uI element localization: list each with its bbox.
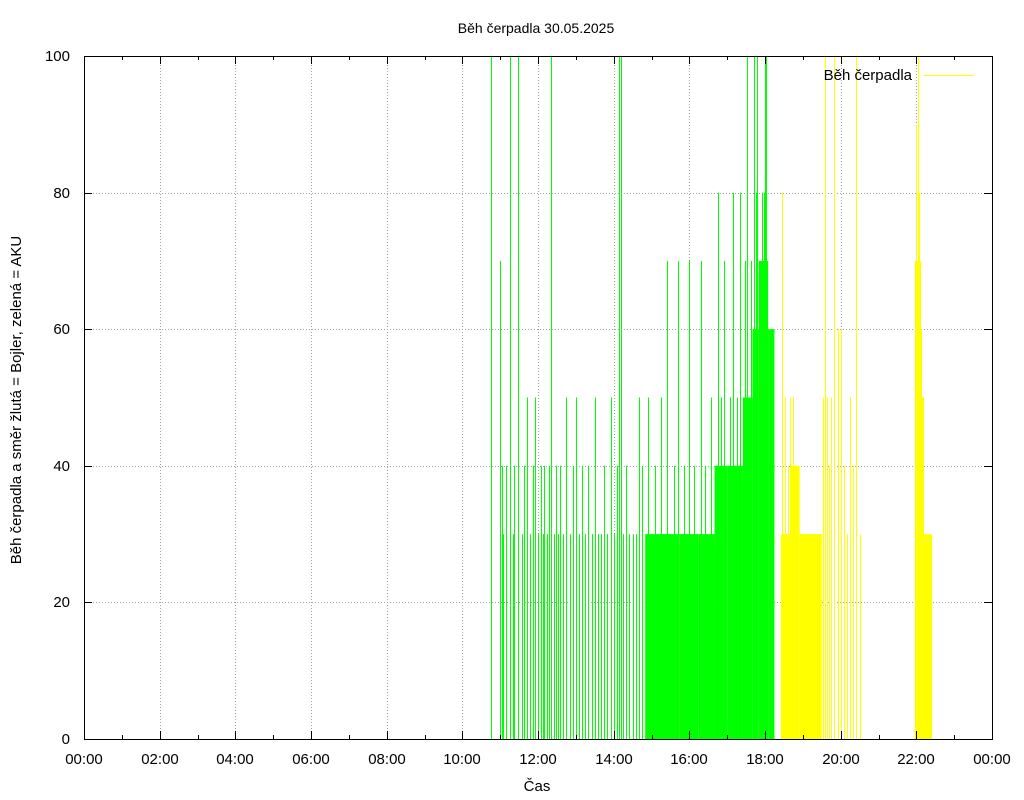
series-1 bbox=[780, 56, 933, 739]
x-tick-label: 22:00 bbox=[897, 751, 935, 768]
legend-label: Běh čerpadla bbox=[824, 67, 913, 84]
x-tick-label: 16:00 bbox=[670, 751, 708, 768]
data-block bbox=[790, 465, 800, 739]
data-block bbox=[915, 260, 920, 739]
data-block bbox=[799, 534, 822, 739]
data-block bbox=[758, 260, 769, 739]
y-tick-label: 60 bbox=[53, 321, 70, 338]
data-block bbox=[727, 465, 743, 739]
x-tick-label: 00:00 bbox=[973, 751, 1011, 768]
x-axis-label: Čas bbox=[524, 778, 551, 795]
series-layer bbox=[491, 56, 933, 739]
y-tick-label: 100 bbox=[45, 48, 70, 65]
legend: Běh čerpadla bbox=[824, 67, 974, 84]
y-axis-label: Běh čerpadla a směr žlutá = Bojler, zele… bbox=[8, 236, 25, 565]
data-block bbox=[768, 329, 775, 739]
x-tick-label: 08:00 bbox=[368, 751, 406, 768]
data-block bbox=[923, 534, 933, 739]
tick-labels: 00:00 02:00 04:00 06:00 08:00 10:00 12:00 14:00… bbox=[45, 48, 1011, 768]
x-tick-label: 06:00 bbox=[292, 751, 330, 768]
x-tick-label: 18:00 bbox=[746, 751, 784, 768]
x-tick-label: 14:00 bbox=[595, 751, 633, 768]
y-tick-label: 20 bbox=[53, 594, 70, 611]
data-block bbox=[714, 465, 728, 739]
x-tick-label: 12:00 bbox=[519, 751, 557, 768]
y-tick-label: 80 bbox=[53, 185, 70, 202]
x-tick-label: 02:00 bbox=[141, 751, 179, 768]
series-0 bbox=[491, 56, 775, 739]
x-tick-label: 10:00 bbox=[443, 751, 481, 768]
x-tick-label: 00:00 bbox=[65, 751, 103, 768]
chart-title: Běh čerpadla 30.05.2025 bbox=[458, 20, 615, 36]
y-tick-label: 0 bbox=[62, 731, 70, 748]
axis-ticks bbox=[84, 56, 993, 740]
data-block bbox=[752, 329, 759, 739]
data-block bbox=[698, 534, 715, 739]
y-tick-label: 40 bbox=[53, 458, 70, 475]
x-tick-label: 20:00 bbox=[822, 751, 860, 768]
x-tick-label: 04:00 bbox=[216, 751, 254, 768]
